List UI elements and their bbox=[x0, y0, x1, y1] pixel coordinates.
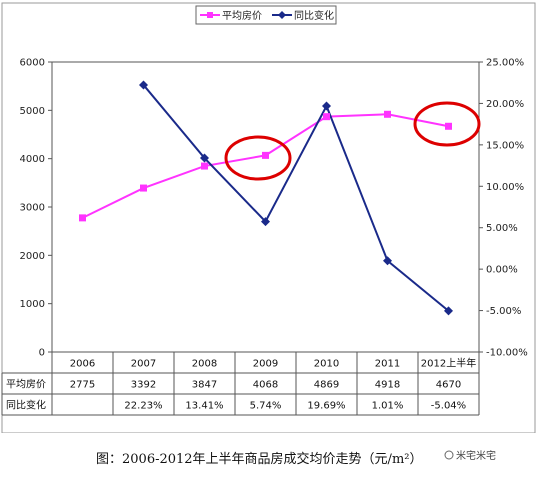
x-tick-label: 2010 bbox=[314, 359, 339, 370]
avg-price-point bbox=[201, 162, 208, 170]
right-tick-label: 0.00% bbox=[486, 265, 518, 276]
x-tick-label: 2012上半年 bbox=[421, 357, 476, 370]
legend-marker-diamond bbox=[278, 11, 286, 19]
series-markers bbox=[79, 80, 453, 316]
avg-price-point bbox=[445, 122, 452, 130]
legend-marker-square bbox=[207, 12, 213, 18]
table-cell: 22.23% bbox=[124, 401, 162, 412]
table-row-label: 平均房价 bbox=[6, 378, 46, 391]
caption-bg bbox=[0, 433, 538, 479]
x-tick-label: 2008 bbox=[192, 359, 217, 370]
table-cell: 4670 bbox=[436, 380, 461, 391]
avg-price-point bbox=[262, 151, 269, 159]
left-tick-label: 6000 bbox=[20, 58, 45, 69]
table-cell: 2775 bbox=[70, 380, 95, 391]
avg-price-point bbox=[323, 113, 330, 121]
yoy-change-point bbox=[383, 256, 392, 266]
legend-box bbox=[195, 5, 337, 25]
left-tick-label: 2000 bbox=[20, 251, 45, 262]
left-tick-label: 5000 bbox=[20, 106, 45, 117]
table-row-label: 同比变化 bbox=[6, 399, 46, 412]
left-tick-label: 3000 bbox=[20, 203, 45, 214]
right-tick-label: 15.00% bbox=[486, 140, 524, 151]
yoy-change-point bbox=[200, 153, 209, 163]
table-cell: 4918 bbox=[375, 380, 400, 391]
table-cell: 19.69% bbox=[307, 401, 345, 412]
table-cell: 4068 bbox=[253, 380, 278, 391]
right-axis-ticks: -10.00% -5.00% 0.00% 5.00% 10.00% 15.00% 20.00… bbox=[479, 58, 528, 359]
left-tick-label: 1000 bbox=[20, 299, 45, 310]
yoy-change-point bbox=[261, 217, 270, 227]
watermark-text: 米宅米宅 bbox=[456, 449, 496, 462]
table-cell: 5.74% bbox=[250, 401, 282, 412]
x-tick-label: 2011 bbox=[375, 359, 400, 370]
table-cell: 3392 bbox=[131, 380, 156, 391]
x-tick-label: 2006 bbox=[70, 359, 95, 370]
avg-price-point bbox=[79, 214, 86, 222]
right-tick-label: -10.00% bbox=[486, 348, 528, 359]
right-tick-label: 25.00% bbox=[486, 58, 524, 69]
yoy-change-point bbox=[322, 101, 331, 111]
left-tick-label: 0 bbox=[39, 348, 45, 359]
left-axis-ticks: 0 1000 2000 3000 4000 5000 6000 bbox=[20, 58, 52, 359]
yoy-change-point bbox=[444, 306, 453, 316]
right-tick-label: 5.00% bbox=[486, 223, 518, 234]
figure-caption: 图：2006-2012年上半年商品房成交均价走势（元/m²） bbox=[96, 451, 422, 467]
legend-label-avg-price: 平均房价 bbox=[222, 9, 262, 22]
highlight-circle-2009 bbox=[224, 135, 292, 181]
legend: 平均房价 同比变化 bbox=[195, 5, 337, 25]
right-tick-label: 10.00% bbox=[486, 182, 524, 193]
highlight-circle-2012 bbox=[413, 101, 481, 147]
right-tick-label: -5.00% bbox=[486, 306, 521, 317]
yoy-change-point bbox=[139, 80, 148, 90]
x-tick-label: 2007 bbox=[131, 359, 156, 370]
avg-price-point bbox=[384, 110, 391, 118]
left-tick-label: 4000 bbox=[20, 154, 45, 165]
table-cell: 1.01% bbox=[372, 401, 404, 412]
yoy-change-line bbox=[142, 84, 450, 312]
table-cell: -5.04% bbox=[431, 401, 466, 412]
legend-label-yoy-change: 同比变化 bbox=[294, 9, 334, 22]
avg-price-point bbox=[140, 184, 147, 192]
table-cell: 3847 bbox=[192, 380, 217, 391]
right-tick-label: 20.00% bbox=[486, 99, 524, 110]
x-tick-label: 2009 bbox=[253, 359, 278, 370]
watermark-logo-icon bbox=[444, 450, 454, 460]
table-cell: 13.41% bbox=[185, 401, 223, 412]
table-cell: 4869 bbox=[314, 380, 339, 391]
